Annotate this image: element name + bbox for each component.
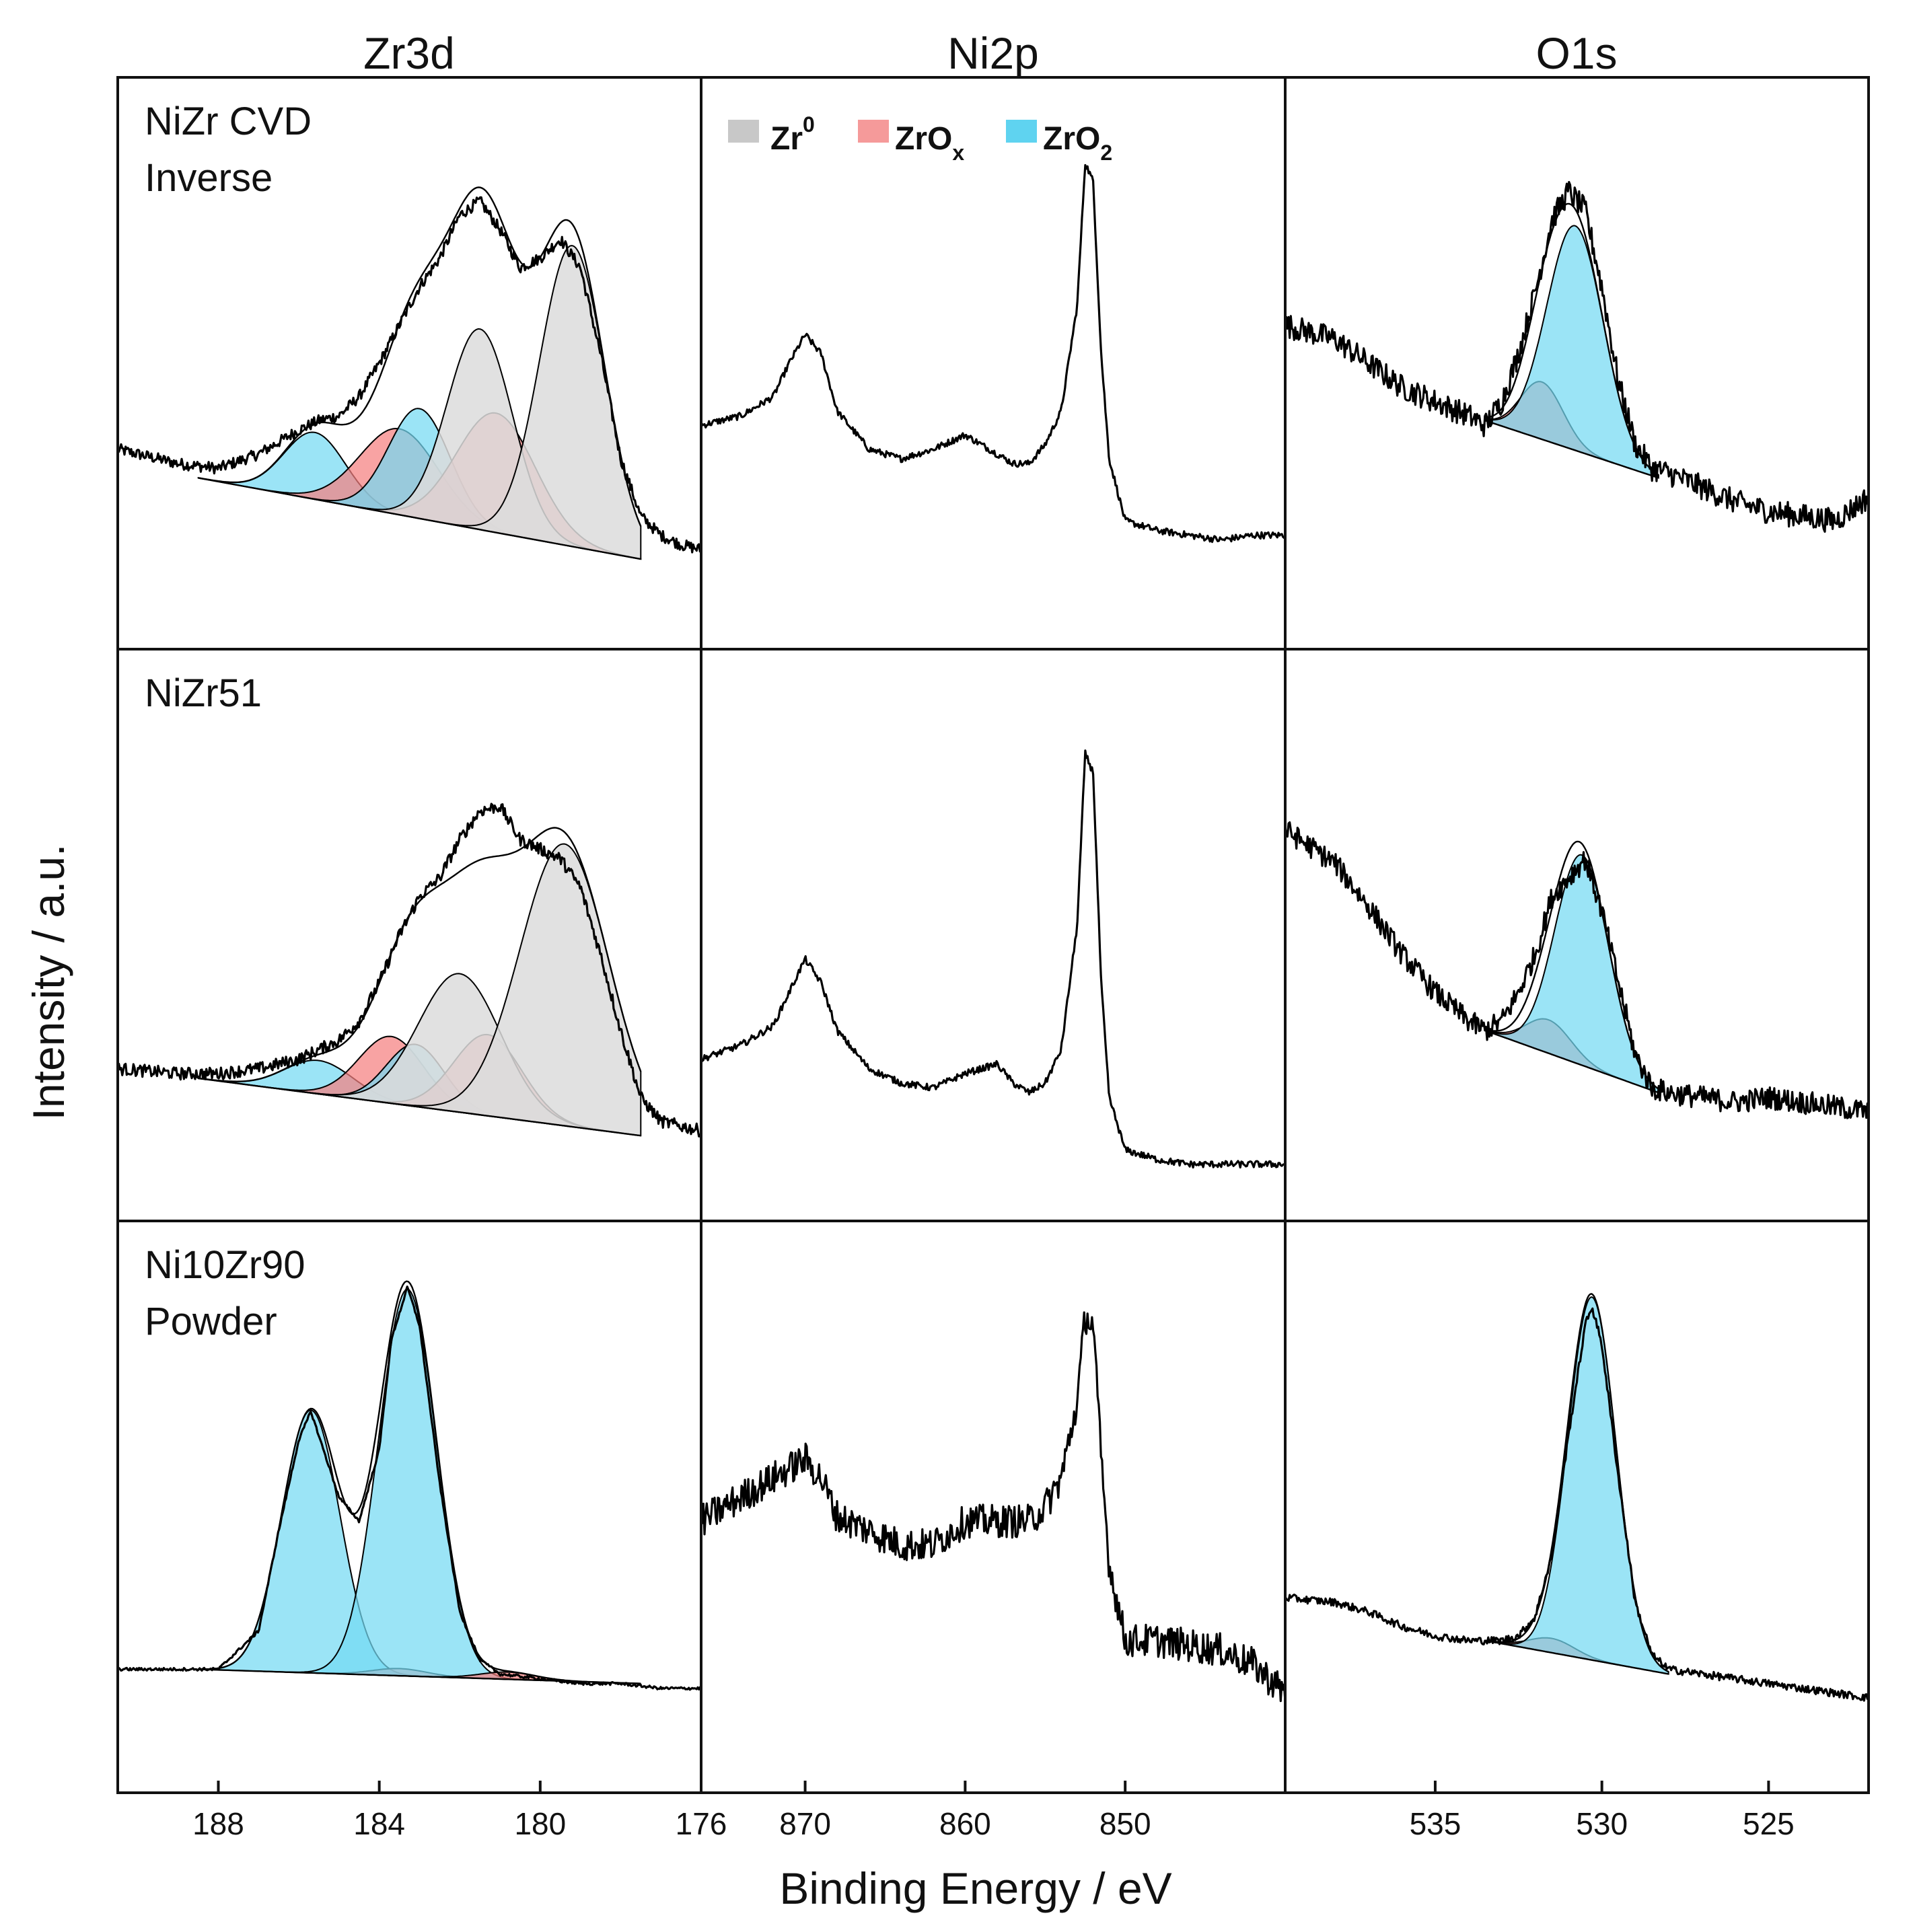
legend-swatch-zr0 xyxy=(728,120,759,143)
panel-r2-o1s: 535 530 525 xyxy=(1284,1220,1870,1841)
x-tick-label: 180 xyxy=(514,1806,566,1841)
x-tick-label: 176 xyxy=(676,1806,727,1841)
panel-r0-o1s xyxy=(1284,76,1870,651)
measured-spectrum xyxy=(118,803,701,1138)
measured-spectrum xyxy=(118,1286,701,1691)
fit-baseline xyxy=(1485,1639,1669,1675)
fit-envelope xyxy=(198,186,642,527)
panel-r1-o1s xyxy=(1284,648,1870,1222)
fit-baseline xyxy=(198,477,641,560)
x-tick-label: 188 xyxy=(192,1806,244,1841)
panel-frame xyxy=(1284,1220,1870,1794)
measured-spectrum xyxy=(701,163,1285,544)
measured-spectrum xyxy=(1285,821,1869,1119)
x-tick-label: 530 xyxy=(1576,1806,1628,1841)
panel-r2-zr3d: Ni10Zr90 Powder 188 184 180 176 xyxy=(116,1220,727,1841)
legend-label-zr0: Zr0 xyxy=(770,112,815,157)
measured-spectrum xyxy=(1285,181,1869,533)
y-axis-title: Intensity / a.u. xyxy=(24,844,73,1121)
panel-r0-zr3d: NiZr CVD Inverse xyxy=(116,76,702,651)
fit-baseline xyxy=(1484,1029,1659,1094)
legend-swatch-zrox xyxy=(858,120,889,143)
panel-r1-ni2p xyxy=(700,648,1287,1222)
x-tick-label: 860 xyxy=(939,1806,991,1841)
x-tick-label: 184 xyxy=(353,1806,405,1841)
fit-envelope xyxy=(1484,840,1659,1090)
x-tick-label: 850 xyxy=(1099,1806,1151,1841)
fit-envelope xyxy=(1485,202,1659,476)
column-title-zr3d: Zr3d xyxy=(363,28,455,78)
panel-frame xyxy=(700,648,1287,1222)
sample-label-line: Inverse xyxy=(145,156,273,200)
panel-frame xyxy=(116,648,702,1222)
panel-r1-zr3d: NiZr51 xyxy=(116,648,702,1222)
panel-grid: NiZr CVD Inverse NiZr51 Ni10Zr90 Powder 188 18… xyxy=(116,76,1870,1841)
x-tick-label: 870 xyxy=(779,1806,831,1841)
x-axis-title: Binding Energy / eV xyxy=(779,1863,1171,1913)
measured-spectrum xyxy=(701,1311,1285,1703)
legend-label-zrox: ZrOx xyxy=(895,121,964,165)
legend: Zr0 ZrOx ZrO2 xyxy=(728,112,1112,165)
sample-label-line: Powder xyxy=(145,1300,277,1343)
measured-spectrum xyxy=(118,196,701,554)
fit-baseline xyxy=(198,1077,641,1137)
legend-label-zro2: ZrO2 xyxy=(1043,121,1112,165)
fit-baseline xyxy=(1484,420,1659,479)
sample-label-line: NiZr CVD xyxy=(145,100,312,143)
sample-label-line: Ni10Zr90 xyxy=(145,1243,305,1287)
panel-r2-ni2p: 870 860 850 xyxy=(700,1220,1287,1841)
panel-r0-ni2p xyxy=(700,76,1287,651)
measured-spectrum xyxy=(701,749,1285,1169)
fit-component-zro2 xyxy=(1484,854,1659,1094)
measured-spectrum xyxy=(1285,1307,1869,1702)
legend-swatch-zro2 xyxy=(1006,120,1037,143)
column-title-o1s: O1s xyxy=(1535,28,1617,78)
fit-envelope xyxy=(198,827,642,1082)
x-tick-label: 535 xyxy=(1410,1806,1461,1841)
column-title-ni2p: Ni2p xyxy=(947,28,1039,78)
x-tick-label: 525 xyxy=(1743,1806,1795,1841)
sample-label-line: NiZr51 xyxy=(145,671,262,715)
